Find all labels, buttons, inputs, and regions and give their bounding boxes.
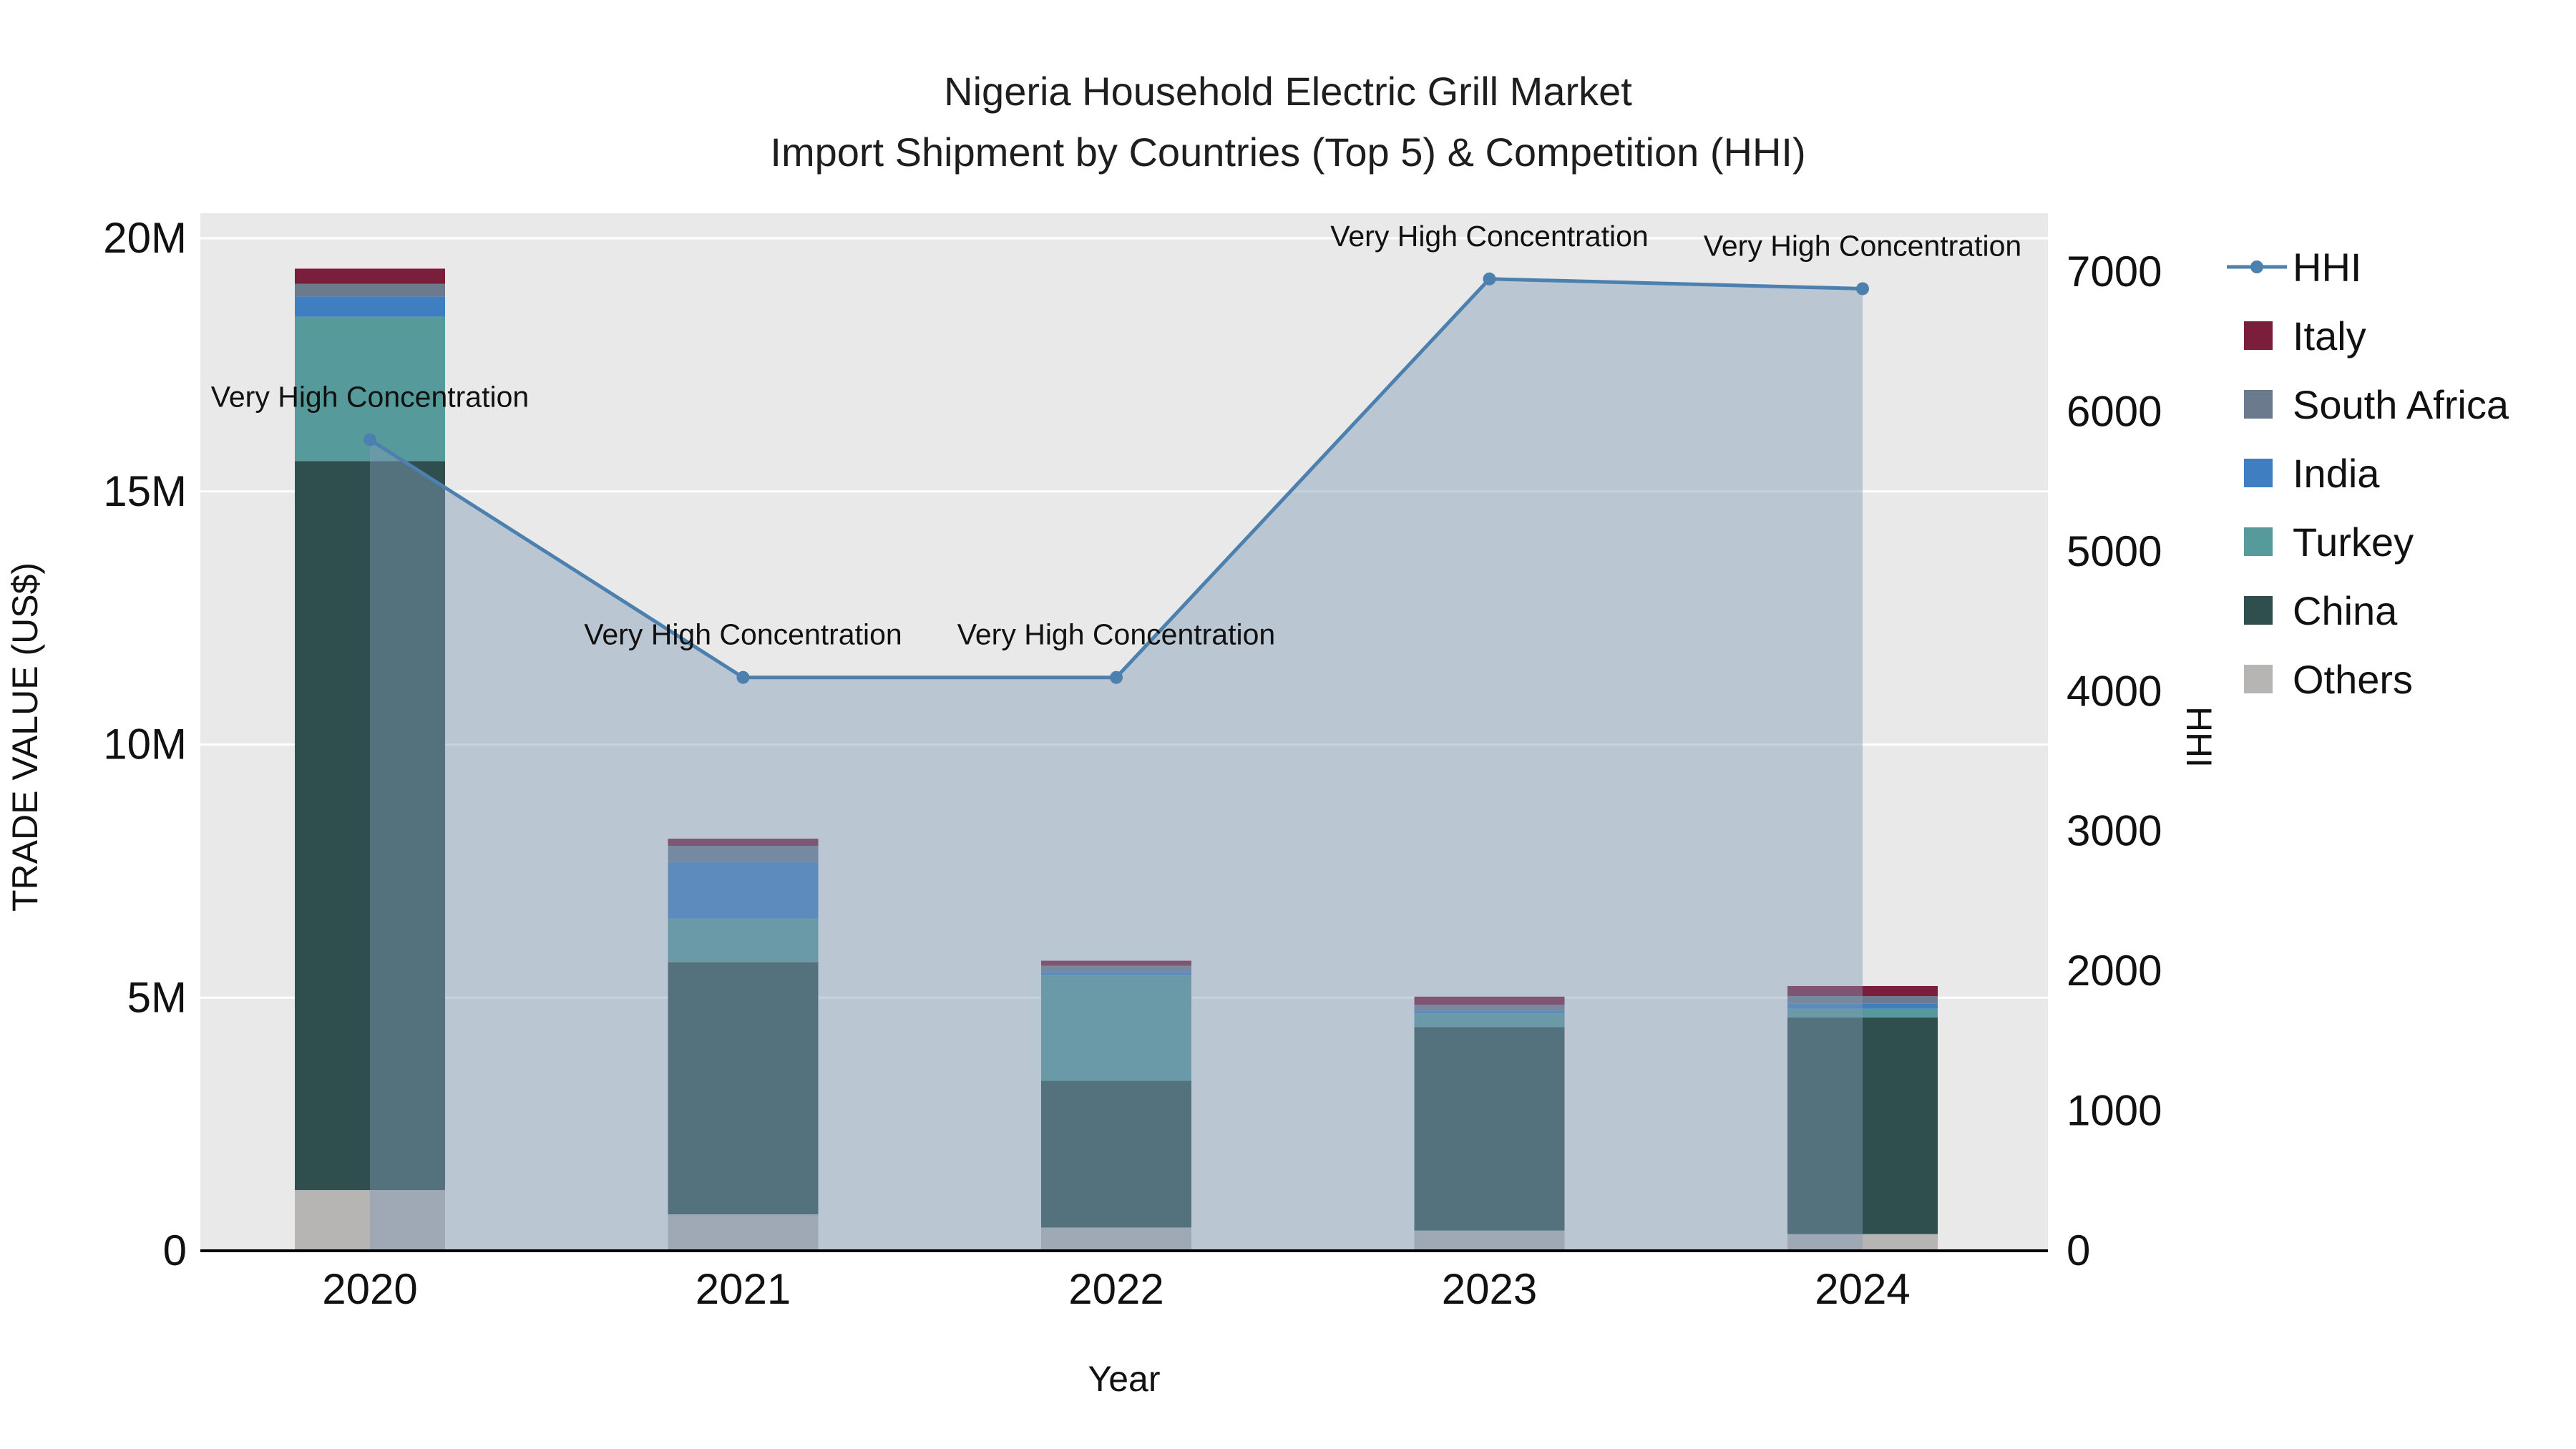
legend-swatch-india (2244, 459, 2273, 487)
bar-segment-india-2022 (1041, 972, 1191, 976)
bar-segment-others-2022 (1041, 1227, 1191, 1251)
bar-segment-others-2021 (668, 1214, 819, 1251)
legend-item-others[interactable]: Others (2244, 657, 2413, 702)
bar-segment-south-africa-2024 (1787, 996, 1938, 1004)
hhi-point-2020 (364, 433, 376, 447)
bar-segment-italy-2022 (1041, 960, 1191, 966)
annotation-2024: Very High Concentration (1704, 229, 2021, 262)
bar-segment-others-2023 (1414, 1230, 1565, 1251)
right-tick-label: 1000 (2067, 1087, 2162, 1135)
left-tick-label: 20M (103, 214, 187, 262)
left-tick-label: 10M (103, 721, 187, 769)
legend-label-south-africa: South Africa (2293, 382, 2509, 427)
legend-label-italy: Italy (2293, 313, 2366, 358)
bar-segment-italy-2023 (1414, 996, 1565, 1005)
hhi-point-2022 (1110, 670, 1123, 684)
right-tick-label: 6000 (2067, 387, 2162, 435)
hhi-point-2023 (1483, 272, 1496, 286)
bar-segment-turkey-2022 (1041, 975, 1191, 1081)
chart-title-line1: Nigeria Household Electric Grill Market (944, 69, 1632, 114)
x-tick-2021: 2021 (696, 1265, 791, 1313)
legend-label-india: India (2293, 451, 2380, 496)
bar-segment-china-2021 (668, 962, 819, 1215)
bar-segment-turkey-2021 (668, 918, 819, 962)
right-tick-label: 5000 (2067, 527, 2162, 575)
right-tick-label: 4000 (2067, 667, 2162, 715)
bar-segment-italy-2024 (1787, 985, 1938, 997)
bar-segment-south-africa-2023 (1414, 1005, 1565, 1011)
legend-item-turkey[interactable]: Turkey (2244, 519, 2414, 565)
annotation-2023: Very High Concentration (1330, 220, 1648, 253)
bar-segment-south-africa-2020 (295, 283, 445, 297)
legend-label-turkey: Turkey (2293, 519, 2414, 565)
right-axis-title: HHI (2179, 706, 2219, 768)
left-tick-label: 15M (103, 467, 187, 515)
x-tick-2024: 2024 (1815, 1265, 1910, 1313)
annotation-2020: Very High Concentration (211, 381, 529, 414)
bar-segment-china-2023 (1414, 1027, 1565, 1231)
legend-swatch-italy (2244, 321, 2273, 350)
plot-area: Very High Concentration Very High Concent… (103, 213, 2162, 1313)
hhi-area-fill (370, 278, 1863, 1251)
bar-segment-others-2020 (295, 1190, 445, 1251)
legend-swatch-china (2244, 596, 2273, 625)
legend-item-china[interactable]: China (2244, 588, 2398, 633)
hhi-point-2024 (1856, 282, 1869, 296)
legend-swatch-south-africa (2244, 390, 2273, 419)
bar-segment-turkey-2023 (1414, 1013, 1565, 1028)
bar-segment-india-2020 (295, 296, 445, 317)
bar-segment-italy-2021 (668, 839, 819, 846)
x-axis-title: Year (1088, 1359, 1160, 1399)
bar-segment-india-2023 (1414, 1010, 1565, 1014)
bar-segment-south-africa-2022 (1041, 965, 1191, 972)
right-tick-label: 7000 (2067, 248, 2162, 296)
bar-segment-others-2024 (1787, 1234, 1938, 1251)
legend-hhi-marker-icon (2250, 260, 2263, 273)
legend-item-india[interactable]: India (2244, 451, 2380, 496)
legend-label-others: Others (2293, 657, 2413, 702)
bar-segment-south-africa-2021 (668, 846, 819, 862)
left-tick-label: 5M (127, 973, 187, 1021)
bar-segment-china-2020 (295, 461, 445, 1191)
legend: HHI Italy South Africa India Turkey China Othe… (2227, 245, 2509, 702)
legend-item-hhi[interactable]: HHI (2227, 245, 2361, 290)
annotation-2022: Very High Concentration (957, 618, 1275, 651)
left-tick-label: 0 (163, 1226, 187, 1274)
x-tick-2022: 2022 (1068, 1265, 1163, 1313)
legend-swatch-others (2244, 665, 2273, 693)
legend-item-south-africa[interactable]: South Africa (2244, 382, 2509, 427)
right-tick-label: 3000 (2067, 807, 2162, 855)
right-tick-label: 0 (2067, 1226, 2090, 1274)
legend-item-italy[interactable]: Italy (2244, 313, 2366, 358)
bar-segment-china-2022 (1041, 1080, 1191, 1228)
legend-label-china: China (2293, 588, 2398, 633)
bar-segment-italy-2020 (295, 268, 445, 284)
bar-segment-turkey-2024 (1787, 1008, 1938, 1018)
x-tick-2020: 2020 (322, 1265, 417, 1313)
bar-segment-india-2021 (668, 862, 819, 919)
hhi-point-2021 (736, 670, 750, 684)
legend-label-hhi: HHI (2293, 245, 2361, 290)
bar-segment-india-2024 (1787, 1003, 1938, 1009)
bar-segment-china-2024 (1787, 1017, 1938, 1234)
right-tick-label: 2000 (2067, 947, 2162, 995)
chart-title-line2: Import Shipment by Countries (Top 5) & C… (770, 130, 1805, 175)
annotation-2021: Very High Concentration (584, 618, 902, 651)
legend-swatch-turkey (2244, 527, 2273, 556)
x-tick-2023: 2023 (1442, 1265, 1537, 1313)
left-axis-title: TRADE VALUE (US$) (5, 562, 45, 912)
